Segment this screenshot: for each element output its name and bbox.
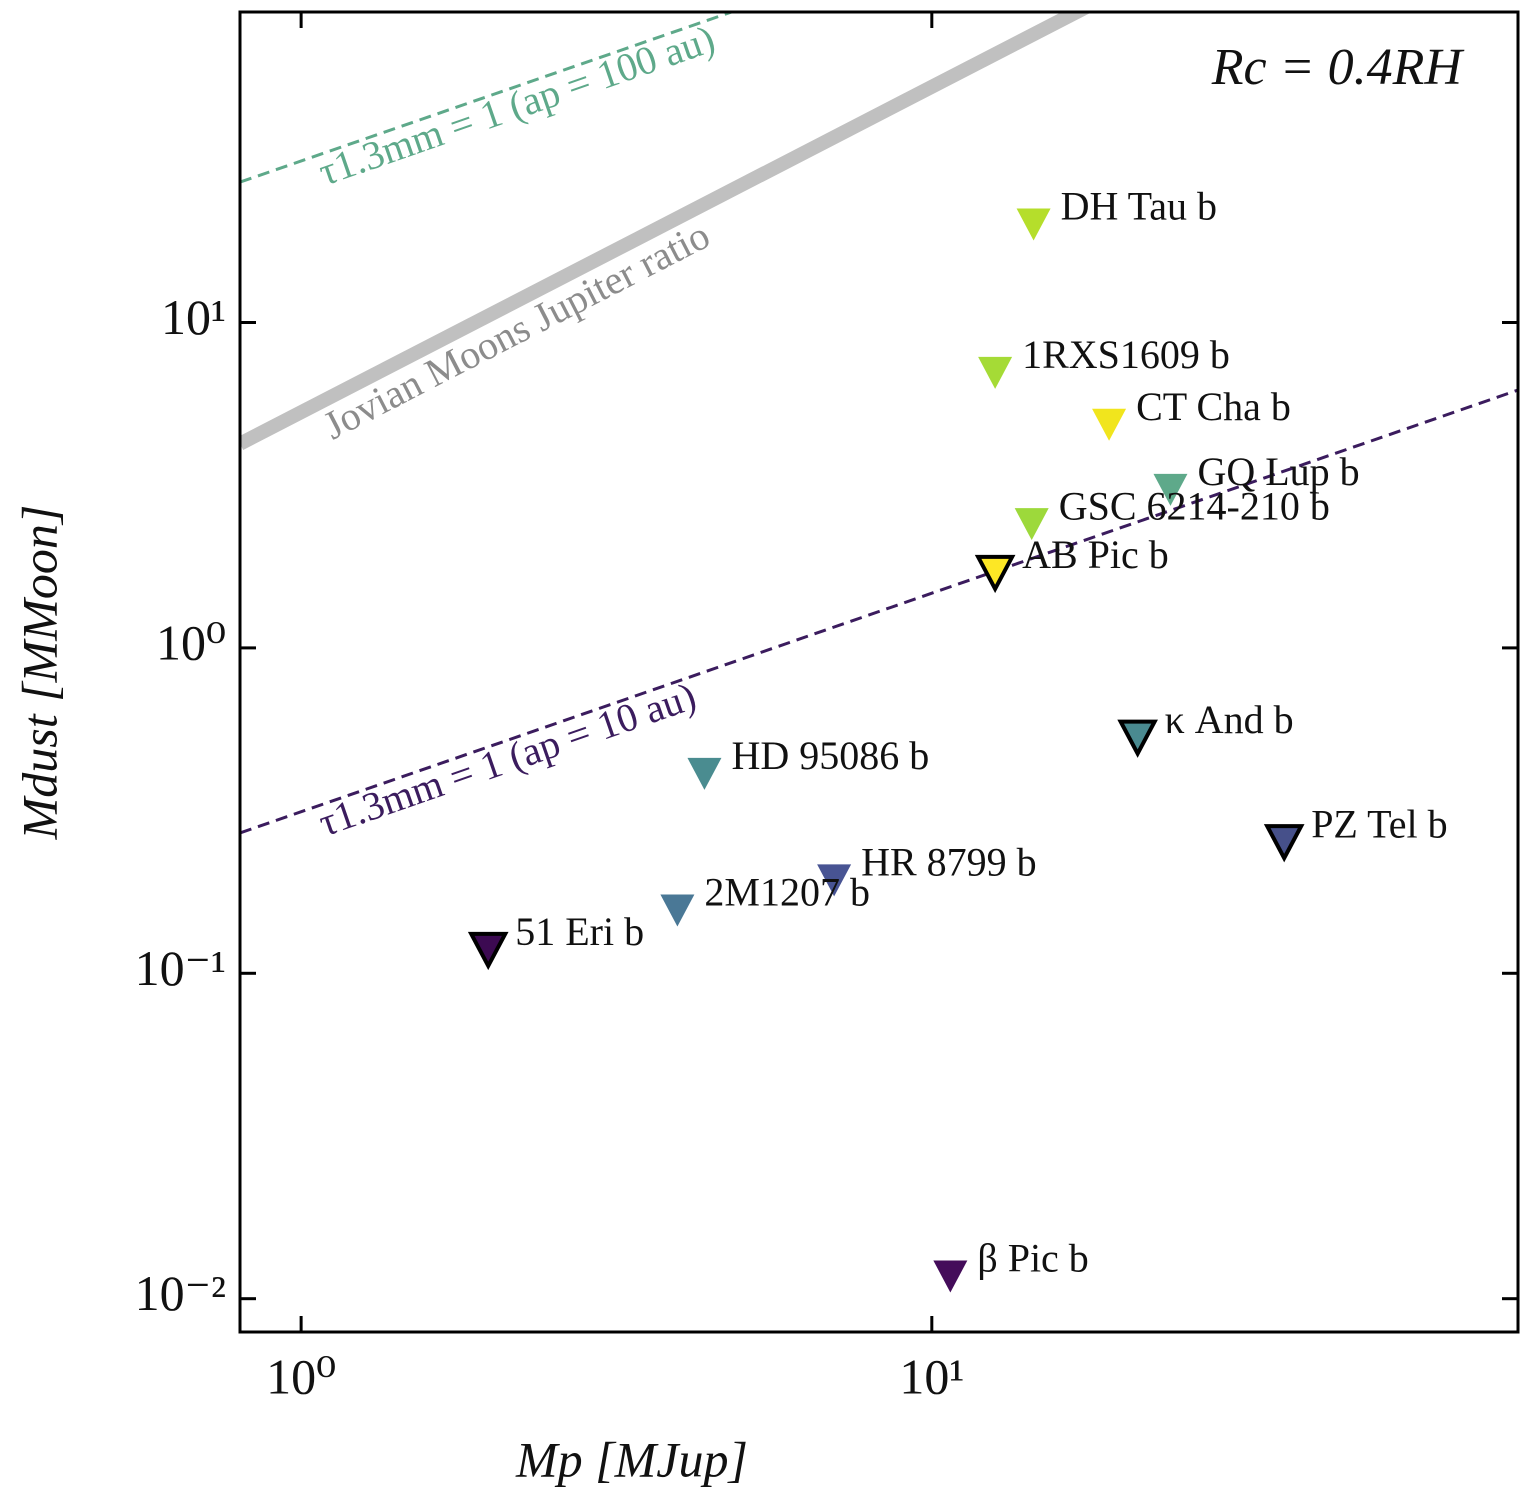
point-label: κ And b bbox=[1165, 697, 1294, 742]
point-label: 51 Eri b bbox=[515, 909, 644, 954]
point-label: GSC 6214-210 b bbox=[1059, 483, 1330, 528]
upper-limit-marker bbox=[1014, 508, 1049, 541]
plot-frame bbox=[238, 10, 1520, 1334]
x-tick-label: 10¹ bbox=[899, 1348, 964, 1404]
y-tick-label: 10⁰ bbox=[156, 614, 226, 670]
upper-limit-marker bbox=[1117, 719, 1158, 758]
upper-limit-marker bbox=[817, 864, 852, 897]
upper-limit-marker bbox=[1092, 408, 1127, 441]
point-label: GQ Lup b bbox=[1197, 449, 1359, 494]
point-label: PZ Tel b bbox=[1311, 801, 1447, 846]
reference-line bbox=[240, 12, 1093, 450]
annotation: Rc = 0.4RH bbox=[1211, 39, 1465, 96]
y-axis-label: Mdust [MMoon] bbox=[11, 505, 67, 841]
y-tick-label: 10¹ bbox=[161, 289, 226, 345]
point-label: HD 95086 b bbox=[731, 733, 929, 778]
point-label: 1RXS1609 b bbox=[1022, 332, 1230, 377]
x-axis-label: Mp [MJup] bbox=[515, 1431, 748, 1487]
upper-limit-marker bbox=[1263, 824, 1305, 863]
upper-limit-marker bbox=[1153, 473, 1188, 506]
plot-area bbox=[240, 12, 1518, 835]
upper-limit-marker bbox=[978, 356, 1013, 389]
point-label: β Pic b bbox=[977, 1236, 1088, 1281]
reference-line bbox=[240, 388, 1518, 835]
upper-limit-marker bbox=[933, 1260, 968, 1293]
point-label: HR 8799 b bbox=[861, 840, 1037, 885]
upper-limit-marker bbox=[1016, 208, 1051, 241]
point-label: CT Cha b bbox=[1136, 384, 1291, 429]
y-tick-label: 10⁻² bbox=[135, 1265, 226, 1321]
upper-limit-marker bbox=[467, 931, 509, 971]
line-label: τ1.3mm = 1 (ap = 100 au) bbox=[313, 16, 720, 194]
y-tick-label: 10⁻¹ bbox=[135, 940, 226, 996]
x-tick-label: 10⁰ bbox=[266, 1348, 336, 1404]
upper-limit-marker bbox=[974, 554, 1016, 594]
upper-limit-marker bbox=[687, 757, 722, 790]
point-label: DH Tau b bbox=[1061, 184, 1217, 229]
line-label: Jovian Moons Jupiter ratio bbox=[316, 212, 717, 448]
point-label: 2M1207 b bbox=[704, 870, 870, 915]
point-label: AB Pic b bbox=[1022, 532, 1169, 577]
line-label: τ1.3mm = 1 (ap = 10 au) bbox=[313, 673, 702, 845]
upper-limit-marker bbox=[660, 894, 695, 927]
